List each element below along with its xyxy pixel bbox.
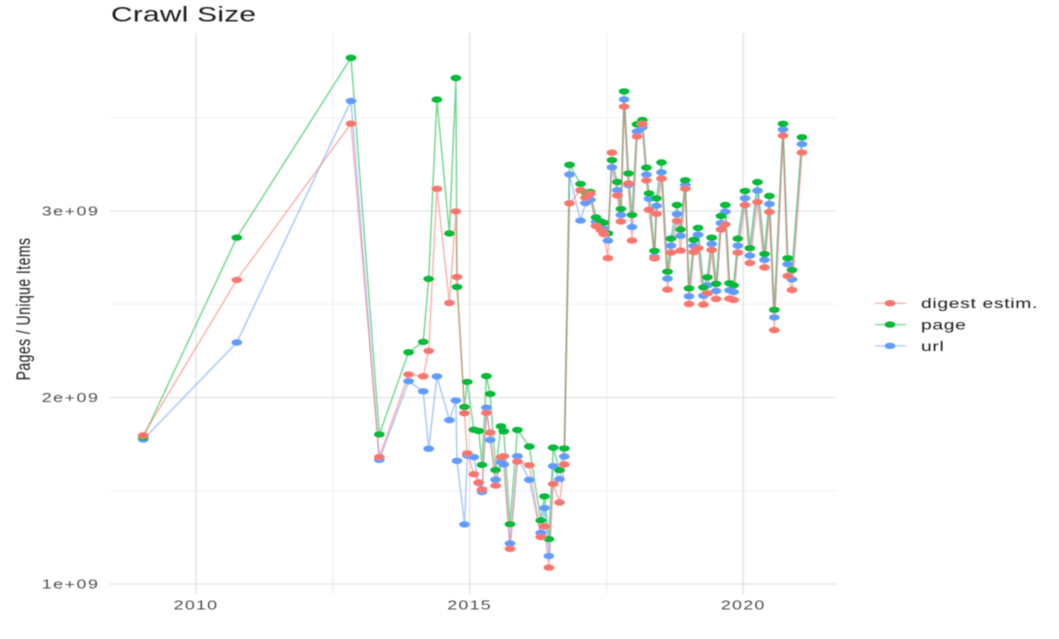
svg-text:url: url xyxy=(921,338,944,354)
svg-text:1e+09: 1e+09 xyxy=(42,578,100,592)
svg-text:3e+09: 3e+09 xyxy=(42,205,100,219)
svg-text:Crawl Size: Crawl Size xyxy=(111,2,256,27)
svg-text:2010: 2010 xyxy=(174,599,219,613)
svg-text:digest estim.: digest estim. xyxy=(921,296,1038,312)
svg-text:Pages / Unique Items: Pages / Unique Items xyxy=(13,238,35,381)
svg-text:2015: 2015 xyxy=(447,599,492,613)
svg-text:2e+09: 2e+09 xyxy=(42,391,100,405)
svg-text:2020: 2020 xyxy=(721,599,766,613)
svg-text:page: page xyxy=(921,317,967,333)
